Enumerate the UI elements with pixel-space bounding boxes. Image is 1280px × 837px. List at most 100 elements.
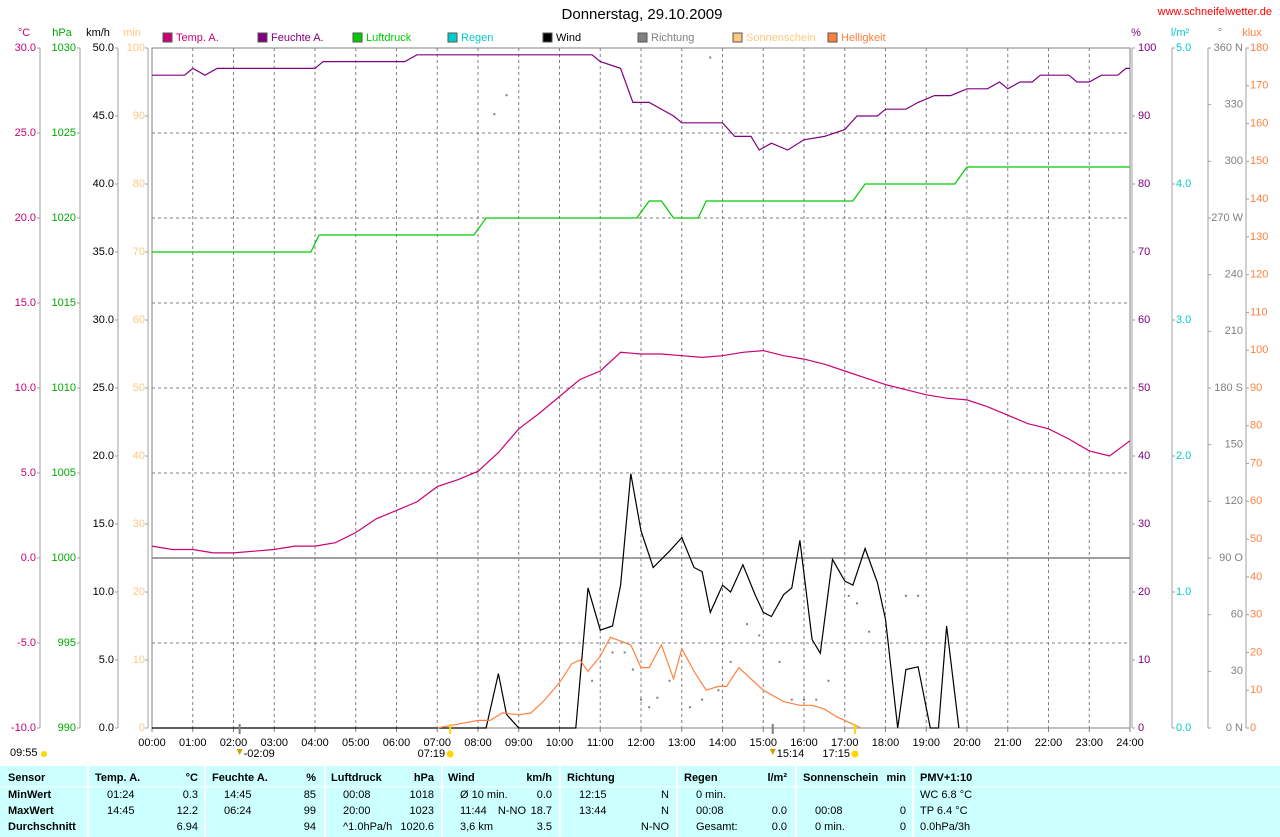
y-tick-label: 30 bbox=[1138, 518, 1150, 530]
direction-dot bbox=[758, 634, 761, 637]
y-tick-label: 1020 bbox=[52, 212, 76, 224]
y-tick-label: 150 bbox=[1250, 155, 1268, 167]
direction-dot bbox=[803, 698, 805, 701]
y-tick-label: 50.0 bbox=[93, 42, 114, 54]
y-tick-label: 30 bbox=[1250, 609, 1262, 621]
legend-swatch bbox=[732, 32, 743, 43]
table-cell: 1020.6 bbox=[400, 821, 434, 833]
event-label: -02:09 bbox=[244, 748, 275, 760]
table-cell: 14:45 bbox=[107, 805, 135, 817]
table-cell: 00:08 bbox=[815, 805, 843, 817]
y-tick-label: -5.0 bbox=[17, 637, 36, 649]
sun-icon bbox=[851, 750, 859, 758]
y-tick-label: 35.0 bbox=[93, 246, 114, 258]
table-cell: 00:08 bbox=[696, 805, 724, 817]
moon-icon bbox=[769, 749, 776, 755]
legend-label: Helligkeit bbox=[841, 32, 886, 44]
axis-unit: km/h bbox=[86, 27, 110, 39]
axis-unit: klux bbox=[1242, 27, 1262, 39]
table-header-unit: l/m² bbox=[767, 772, 787, 784]
y-tick-label: 60 bbox=[133, 314, 145, 326]
table-cell: 0.0hPa/3h bbox=[920, 821, 970, 833]
legend-label: Feuchte A. bbox=[271, 32, 324, 44]
sun-icon bbox=[446, 750, 454, 758]
axis-unit: l/m² bbox=[1171, 27, 1190, 39]
x-tick-label: 18:00 bbox=[872, 737, 900, 749]
y-tick-label: 70 bbox=[1138, 246, 1150, 258]
y-tick-label: 30 bbox=[1231, 665, 1243, 677]
source-link[interactable]: www.schneifelwetter.de bbox=[1157, 6, 1272, 18]
direction-dot bbox=[778, 660, 781, 663]
y-tick-label: 120 bbox=[1250, 269, 1268, 281]
table-cell: N bbox=[661, 789, 669, 801]
legend-swatch bbox=[637, 32, 648, 43]
table-cell: 3.5 bbox=[537, 821, 552, 833]
table-cell: 12.2 bbox=[177, 805, 198, 817]
sun-icon bbox=[41, 751, 47, 757]
y-tick-label: 990 bbox=[58, 722, 76, 734]
y-tick-label: 180 bbox=[1250, 42, 1268, 54]
table-cell: Ø 10 min. bbox=[460, 789, 508, 801]
table-cell: 06:24 bbox=[224, 805, 252, 817]
y-tick-label: 40 bbox=[1138, 450, 1150, 462]
legend-label: Temp. A. bbox=[176, 32, 219, 44]
legend-swatch bbox=[447, 32, 458, 43]
x-tick-label: 03:00 bbox=[260, 737, 288, 749]
table-header-unit: hPa bbox=[414, 772, 435, 784]
table-cell: 0 bbox=[900, 805, 906, 817]
table-header: Feuchte A. bbox=[212, 772, 268, 784]
series-line bbox=[152, 54, 1130, 151]
y-tick-label: 20 bbox=[133, 586, 145, 598]
y-tick-label: 5.0 bbox=[99, 654, 114, 666]
y-tick-label: 180 S bbox=[1214, 382, 1243, 394]
day-length: 09:55 bbox=[10, 747, 38, 759]
x-tick-label: 24:00 bbox=[1116, 737, 1144, 749]
legend-swatch bbox=[827, 32, 838, 43]
axis-unit: min bbox=[123, 27, 141, 39]
y-tick-label: 20.0 bbox=[15, 212, 36, 224]
y-tick-label: 60 bbox=[1250, 495, 1262, 507]
direction-dot bbox=[827, 679, 830, 682]
y-tick-label: 20 bbox=[1138, 586, 1150, 598]
moon-icon bbox=[236, 749, 243, 755]
x-tick-label: 13:00 bbox=[668, 737, 696, 749]
event-label: 07:19 bbox=[418, 748, 446, 760]
y-tick-label: 10 bbox=[1250, 684, 1262, 696]
y-tick-label: 3.0 bbox=[1176, 314, 1191, 326]
table-cell: 0.0 bbox=[537, 789, 552, 801]
y-tick-label: 0.0 bbox=[1176, 722, 1191, 734]
direction-dot bbox=[656, 696, 659, 699]
y-tick-label: 1005 bbox=[52, 467, 76, 479]
table-background bbox=[0, 766, 1280, 837]
table-cell: 85 bbox=[304, 789, 316, 801]
table-cell: TP 6.4 °C bbox=[920, 805, 968, 817]
y-tick-label: -10.0 bbox=[11, 722, 36, 734]
table-cell: 0 min. bbox=[815, 821, 845, 833]
legend-swatch bbox=[352, 32, 363, 43]
y-tick-label: 40.0 bbox=[93, 178, 114, 190]
y-tick-label: 10.0 bbox=[15, 382, 36, 394]
table-cell: 0.0 bbox=[772, 805, 787, 817]
y-tick-label: 20.0 bbox=[93, 450, 114, 462]
y-tick-label: 10 bbox=[133, 654, 145, 666]
direction-dot bbox=[717, 689, 720, 692]
table-cell: 00:08 bbox=[343, 789, 371, 801]
direction-dot bbox=[790, 698, 793, 701]
legend-label: Wind bbox=[556, 32, 581, 44]
table-header-unit: % bbox=[306, 772, 316, 784]
y-tick-label: 30 bbox=[133, 518, 145, 530]
table-cell: 18.7 bbox=[531, 805, 552, 817]
y-tick-label: 5.0 bbox=[1176, 42, 1191, 54]
table-header-unit: °C bbox=[186, 772, 198, 784]
x-tick-label: 04:00 bbox=[301, 737, 329, 749]
y-tick-label: 5.0 bbox=[21, 467, 36, 479]
y-tick-label: 360 N bbox=[1214, 42, 1243, 54]
table-cell: 94 bbox=[304, 821, 316, 833]
table-cell: 0 bbox=[900, 821, 906, 833]
x-tick-label: 23:00 bbox=[1075, 737, 1103, 749]
series-line bbox=[152, 473, 960, 729]
x-tick-label: 17:00 bbox=[831, 737, 859, 749]
y-tick-label: 1030 bbox=[52, 42, 76, 54]
y-tick-label: 110 bbox=[1250, 306, 1268, 318]
